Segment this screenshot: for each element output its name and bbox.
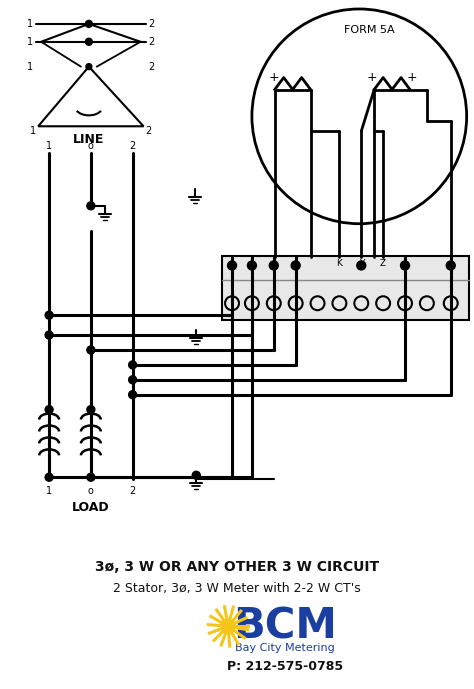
Text: 2: 2: [148, 37, 155, 47]
Text: 1: 1: [27, 61, 33, 72]
Text: 1: 1: [27, 19, 33, 29]
Text: FORM 5A: FORM 5A: [344, 25, 394, 35]
Text: +: +: [407, 71, 417, 84]
Text: P: 212-575-0785: P: 212-575-0785: [227, 659, 343, 672]
Text: 2: 2: [148, 61, 155, 72]
Text: 2: 2: [129, 486, 136, 496]
Text: +: +: [367, 71, 377, 84]
Circle shape: [87, 406, 95, 413]
Circle shape: [269, 261, 278, 270]
Circle shape: [45, 406, 53, 413]
Circle shape: [252, 9, 466, 224]
Circle shape: [128, 391, 137, 399]
Circle shape: [221, 619, 235, 633]
Text: BCM: BCM: [233, 606, 337, 648]
Circle shape: [87, 202, 95, 209]
Text: 3ø, 3 W OR ANY OTHER 3 W CIRCUIT: 3ø, 3 W OR ANY OTHER 3 W CIRCUIT: [95, 559, 379, 574]
Circle shape: [85, 39, 92, 45]
Text: 2: 2: [129, 141, 136, 151]
Circle shape: [128, 376, 137, 384]
Circle shape: [85, 21, 92, 28]
Text: Bay City Metering: Bay City Metering: [235, 644, 335, 653]
Text: 1: 1: [27, 37, 33, 47]
Text: Z: Z: [380, 259, 386, 268]
Circle shape: [45, 331, 53, 339]
Circle shape: [401, 261, 410, 270]
Text: 2: 2: [146, 126, 152, 136]
Text: LINE: LINE: [73, 133, 105, 145]
Text: Y: Y: [358, 259, 364, 268]
Circle shape: [192, 471, 200, 480]
Circle shape: [291, 261, 300, 270]
Text: 1: 1: [30, 126, 36, 136]
Text: 2: 2: [148, 19, 155, 29]
Circle shape: [357, 261, 366, 270]
Text: +: +: [268, 71, 279, 84]
Circle shape: [45, 311, 53, 319]
Circle shape: [128, 361, 137, 369]
Text: 2 Stator, 3ø, 3 W Meter with 2-2 W CT's: 2 Stator, 3ø, 3 W Meter with 2-2 W CT's: [113, 582, 361, 595]
Circle shape: [446, 261, 455, 270]
Circle shape: [86, 63, 92, 70]
Circle shape: [247, 261, 256, 270]
Text: 1: 1: [46, 486, 52, 496]
Text: LOAD: LOAD: [72, 500, 109, 513]
Text: 1: 1: [46, 141, 52, 151]
Circle shape: [87, 346, 95, 354]
Circle shape: [228, 261, 237, 270]
FancyBboxPatch shape: [222, 256, 469, 320]
Text: o: o: [88, 141, 94, 151]
Circle shape: [45, 473, 53, 481]
Text: o: o: [88, 486, 94, 496]
Text: K: K: [337, 259, 342, 268]
Circle shape: [87, 473, 95, 481]
